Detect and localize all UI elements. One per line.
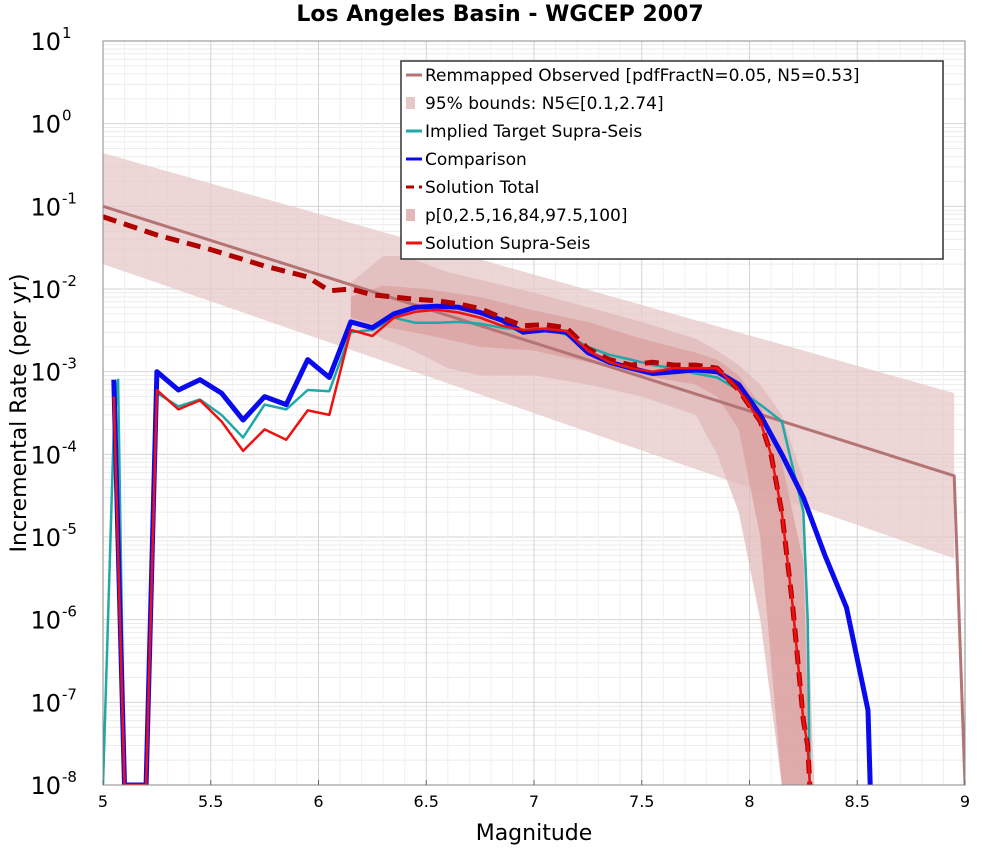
tick-labels: 5 5.5 6 6.5 7 7.5 8 8.5 910-810-710-610-510 -410-… (30, 24, 970, 811)
y-tick-exponent: -7 (62, 685, 77, 703)
y-tick-label: 10 (30, 524, 61, 552)
y-tick-exponent: -8 (62, 768, 77, 786)
x-axis-label: Magnitude (476, 821, 593, 846)
legend-label: Remmapped Observed [pdfFractN=0.05, N5=0… (425, 66, 860, 86)
y-tick-exponent: -4 (62, 437, 77, 455)
x-tick-label: 7.5 (629, 792, 654, 811)
y-tick-label: 10 (30, 772, 61, 800)
legend-label: p[0,2.5,16,84,97.5,100] (425, 206, 628, 226)
y-tick-exponent: 0 (62, 107, 72, 125)
series-line-4 (112, 308, 812, 785)
y-tick-exponent: -2 (62, 272, 77, 290)
legend-label: Solution Total (425, 178, 539, 198)
x-tick-label: 7 (529, 792, 539, 811)
y-tick-label: 10 (30, 193, 61, 221)
y-tick-exponent: -3 (62, 355, 77, 373)
legend-swatch (406, 97, 415, 109)
y-tick-label: 10 (30, 441, 61, 469)
series-line-3 (103, 214, 813, 785)
legend-swatch (406, 209, 415, 221)
x-tick-label: 8.5 (845, 792, 870, 811)
confidence-band-1 (350, 256, 815, 785)
x-tick-label: 6.5 (414, 792, 439, 811)
x-tick-label: 5.5 (198, 792, 223, 811)
x-tick-label: 6 (313, 792, 323, 811)
y-tick-label: 10 (30, 607, 61, 635)
y-tick-label: 10 (30, 276, 61, 304)
y-tick-label: 10 (30, 359, 61, 387)
legend-label: Solution Supra-Seis (425, 234, 591, 254)
legend-label: Implied Target Supra-Seis (425, 122, 642, 142)
legend: Remmapped Observed [pdfFractN=0.05, N5=0… (400, 60, 944, 260)
y-tick-label: 10 (30, 111, 61, 139)
y-tick-exponent: 1 (62, 24, 72, 42)
legend-label: Comparison (425, 150, 527, 170)
series-line-2 (111, 303, 873, 785)
y-tick-label: 10 (30, 28, 61, 56)
y-tick-exponent: -6 (62, 603, 77, 621)
series-layer (103, 204, 965, 785)
x-tick-label: 9 (960, 792, 970, 811)
chart-title: Los Angeles Basin - WGCEP 2007 (296, 2, 704, 27)
y-tick-exponent: -5 (62, 520, 77, 538)
x-tick-label: 8 (744, 792, 754, 811)
legend-label: 95% bounds: N5∈[0.1,2.74] (425, 94, 664, 114)
legend-box (400, 60, 944, 260)
band-layer (103, 153, 955, 785)
x-tick-label: 5 (98, 792, 108, 811)
y-tick-label: 10 (30, 689, 61, 717)
y-tick-exponent: -1 (62, 189, 77, 207)
series-line-1 (103, 316, 812, 785)
y-axis-label: Incremental Rate (per yr) (7, 274, 32, 553)
